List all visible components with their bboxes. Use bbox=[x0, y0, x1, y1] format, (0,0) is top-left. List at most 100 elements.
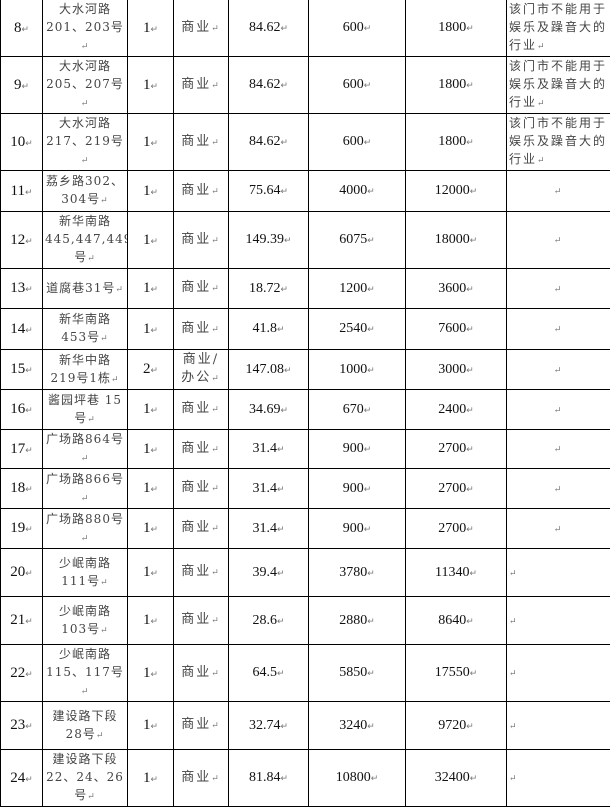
count-text: 2 bbox=[143, 361, 158, 377]
cell-note bbox=[507, 509, 610, 549]
use-text: 商业 bbox=[181, 480, 221, 495]
cell-no: 23 bbox=[1, 702, 43, 750]
cell-note bbox=[507, 430, 610, 469]
total-text: 8640 bbox=[438, 613, 474, 628]
total-text: 11340 bbox=[435, 565, 477, 580]
cell-use: 商业 bbox=[174, 549, 229, 597]
cell-no: 10 bbox=[1, 114, 43, 171]
count-text: 1 bbox=[143, 321, 158, 337]
cell-area: 31.4 bbox=[229, 469, 309, 509]
cell-price: 1200 bbox=[309, 269, 406, 309]
use-text: 商业 bbox=[181, 564, 221, 579]
price-text: 900 bbox=[343, 521, 372, 536]
cell-use: 商业 bbox=[174, 309, 229, 350]
cell-count: 1 bbox=[128, 469, 174, 509]
no-text: 16 bbox=[10, 401, 33, 417]
area-text: 34.69 bbox=[249, 402, 288, 417]
cell-count: 1 bbox=[128, 114, 174, 171]
cell-price: 600 bbox=[309, 57, 406, 114]
price-text: 600 bbox=[343, 20, 372, 35]
use-text: 商业/办公 bbox=[181, 352, 221, 385]
cell-addr: 广场路866号 bbox=[43, 469, 128, 509]
note-text bbox=[554, 362, 564, 376]
note-text bbox=[509, 613, 519, 627]
cell-total: 2700 bbox=[406, 430, 507, 469]
cell-price: 3240 bbox=[309, 702, 406, 750]
cell-use: 商业 bbox=[174, 750, 229, 807]
area-text: 84.62 bbox=[249, 134, 288, 149]
table-row: 14新华南路 453号1商业41.825407600 bbox=[1, 309, 610, 350]
area-text: 75.64 bbox=[249, 183, 288, 198]
cell-total: 1800 bbox=[406, 57, 507, 114]
cell-addr: 大水河路 205、207号 bbox=[43, 57, 128, 114]
cell-use: 商业 bbox=[174, 702, 229, 750]
cell-note bbox=[507, 350, 610, 390]
no-text: 23 bbox=[10, 717, 33, 733]
cell-price: 670 bbox=[309, 390, 406, 430]
table-row: 22少岷南路 115、117号1商业64.5585017550 bbox=[1, 645, 610, 702]
total-text: 1800 bbox=[438, 134, 474, 149]
cell-no: 13 bbox=[1, 269, 43, 309]
cell-count: 1 bbox=[128, 702, 174, 750]
note-text bbox=[554, 521, 564, 535]
cell-note: 该门市不能用于娱乐及躁音大的行业 bbox=[507, 0, 610, 57]
cell-use: 商业 bbox=[174, 114, 229, 171]
cell-price: 2540 bbox=[309, 309, 406, 350]
count-text: 1 bbox=[143, 77, 158, 93]
cell-price: 900 bbox=[309, 430, 406, 469]
cell-area: 75.64 bbox=[229, 171, 309, 212]
area-text: 64.5 bbox=[252, 665, 284, 680]
price-text: 10800 bbox=[336, 770, 379, 785]
cell-count: 1 bbox=[128, 509, 174, 549]
table-row: 20少岷南路 111号1商业39.4378011340 bbox=[1, 549, 610, 597]
cell-no: 19 bbox=[1, 509, 43, 549]
cell-addr: 道腐巷31号 bbox=[43, 269, 128, 309]
addr-text: 酱园坪巷 15号 bbox=[48, 393, 122, 425]
use-text: 商业 bbox=[181, 280, 221, 295]
addr-text: 道腐巷31号 bbox=[46, 281, 124, 295]
cell-addr: 新华南路 445,447,449号 bbox=[43, 212, 128, 269]
note-text bbox=[554, 232, 564, 246]
area-text: 32.74 bbox=[249, 718, 288, 733]
cell-addr: 广场路880号 bbox=[43, 509, 128, 549]
use-text: 商业 bbox=[181, 520, 221, 535]
use-text: 商业 bbox=[181, 232, 221, 247]
price-text: 600 bbox=[343, 77, 372, 92]
addr-text: 大水河路 201、203号 bbox=[46, 2, 124, 52]
price-text: 3780 bbox=[339, 565, 375, 580]
no-text: 24 bbox=[10, 770, 33, 786]
table-row: 13道腐巷31号1商业18.7212003600 bbox=[1, 269, 610, 309]
cell-note bbox=[507, 549, 610, 597]
addr-text: 少岷南路 103号 bbox=[59, 604, 111, 636]
cell-area: 18.72 bbox=[229, 269, 309, 309]
cell-no: 20 bbox=[1, 549, 43, 597]
price-text: 1000 bbox=[339, 362, 375, 377]
cell-no: 9 bbox=[1, 57, 43, 114]
note-text bbox=[554, 183, 564, 197]
use-text: 商业 bbox=[181, 77, 221, 92]
cell-area: 39.4 bbox=[229, 549, 309, 597]
cell-no: 15 bbox=[1, 350, 43, 390]
cell-total: 2700 bbox=[406, 509, 507, 549]
count-text: 1 bbox=[143, 401, 158, 417]
note-text bbox=[509, 718, 519, 732]
note-text: 该门市不能用于娱乐及躁音大的行业 bbox=[509, 2, 607, 52]
cell-addr: 建设路下段 22、24、26号 bbox=[43, 750, 128, 807]
area-text: 149.39 bbox=[245, 232, 291, 247]
cell-use: 商业 bbox=[174, 0, 229, 57]
no-text: 11 bbox=[11, 183, 33, 199]
total-text: 12000 bbox=[435, 183, 478, 198]
price-text: 6075 bbox=[339, 232, 375, 247]
use-text: 商业 bbox=[181, 717, 221, 732]
cell-addr: 少岷南路 103号 bbox=[43, 597, 128, 645]
note-text bbox=[509, 565, 519, 579]
addr-text: 少岷南路 111号 bbox=[59, 556, 111, 588]
count-text: 1 bbox=[143, 183, 158, 199]
no-text: 17 bbox=[10, 441, 33, 457]
use-text: 商业 bbox=[181, 665, 221, 680]
cell-note bbox=[507, 269, 610, 309]
cell-area: 84.62 bbox=[229, 57, 309, 114]
total-text: 3000 bbox=[438, 362, 474, 377]
cell-no: 12 bbox=[1, 212, 43, 269]
note-text bbox=[554, 402, 564, 416]
